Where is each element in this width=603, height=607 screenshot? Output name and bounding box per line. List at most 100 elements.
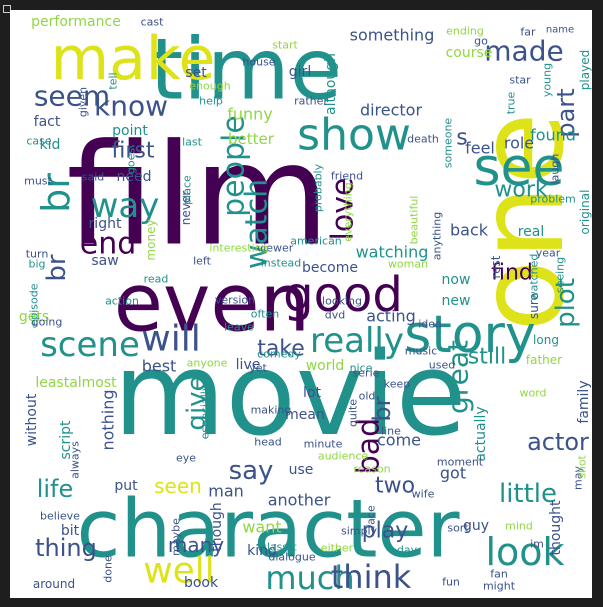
word-family: family <box>576 380 592 423</box>
word-far: far <box>520 26 536 39</box>
word-im: im <box>530 538 544 551</box>
word-wife: wife <box>412 488 435 501</box>
word-world: world <box>306 358 345 374</box>
word-better: better <box>228 130 275 148</box>
word-without: without <box>24 393 40 446</box>
word-year: year <box>536 247 561 260</box>
word-face: face <box>365 505 378 529</box>
word-even: even <box>114 257 310 350</box>
word-work: work <box>494 178 547 203</box>
word-find: find <box>491 261 533 286</box>
word-watch: watch <box>240 179 275 269</box>
word-set: set <box>185 65 207 81</box>
word-enough: enough <box>189 80 230 93</box>
word-done: done <box>102 555 115 583</box>
word-ending: ending <box>446 25 484 38</box>
word-br: br <box>34 173 78 213</box>
word-make: make <box>51 24 216 94</box>
word-really: really <box>310 321 404 361</box>
word-problem: problem <box>530 193 576 206</box>
word-story: story <box>404 305 535 365</box>
word-audience: audience <box>318 450 369 463</box>
word-instead: instead <box>261 257 302 270</box>
word-fan: fan <box>490 568 508 581</box>
word-friend: friend <box>331 170 363 183</box>
word-mind: mind <box>505 520 533 533</box>
word-bit: bit <box>61 523 80 539</box>
word-place: place <box>181 175 194 205</box>
word-become: become <box>302 260 358 276</box>
word-cloud: movie film one character time make even story se… <box>10 10 592 598</box>
word-use: use <box>289 462 314 478</box>
word-american: american <box>290 235 342 248</box>
word-music: music <box>405 345 438 358</box>
word-serie: serie <box>353 367 380 380</box>
word-live: live <box>236 357 261 373</box>
word-sure: sure <box>527 293 541 319</box>
word-character: character <box>76 483 459 576</box>
word-house: house <box>242 56 275 69</box>
word-love: love <box>326 178 361 241</box>
word-fun: fun <box>442 576 460 589</box>
word-old: old <box>359 390 376 403</box>
word-death: death <box>407 133 439 146</box>
word-star: star <box>509 74 531 87</box>
word-see: see <box>473 138 564 198</box>
word-someone: someone <box>442 118 455 169</box>
word-keep: keep <box>384 378 411 391</box>
word-first: first <box>112 139 155 164</box>
word-watching: watching <box>356 243 429 262</box>
word-put: put <box>114 478 138 494</box>
word-guy: guy <box>463 518 489 534</box>
word-seem: seem <box>34 80 110 113</box>
window-icon <box>3 5 11 13</box>
word-know: know <box>94 90 168 123</box>
word-name: name <box>546 25 574 36</box>
word-maybe: maybe <box>170 518 183 556</box>
word-saw: saw <box>91 253 118 269</box>
word-used: used <box>429 359 455 372</box>
word-viewer: viewer <box>257 242 294 255</box>
word-funny: funny <box>227 105 273 124</box>
word-quite: quite <box>347 399 360 427</box>
word-cast: cast <box>141 16 165 29</box>
word-especially: especially <box>199 384 212 439</box>
word-much: much <box>265 559 354 597</box>
word-minute: minute <box>304 438 343 451</box>
word-young: young <box>541 63 554 97</box>
word-found: found <box>530 126 576 145</box>
word-give: give <box>182 375 212 430</box>
word-anything: anything <box>431 212 444 261</box>
word-turn: turn <box>26 248 49 261</box>
word-looking: looking <box>322 295 362 308</box>
word-comedy: comedy <box>257 348 301 361</box>
word-moment: moment <box>437 456 484 469</box>
word-people: people <box>217 115 252 217</box>
word-tell: tell <box>107 72 120 89</box>
word-big: big <box>28 258 45 271</box>
word-end: end <box>80 227 137 262</box>
word-script: script <box>58 420 74 460</box>
word-played: played <box>578 50 592 90</box>
word-help: help <box>199 95 223 108</box>
word-classic: classic <box>261 541 297 554</box>
word-though: though <box>209 502 225 552</box>
word-br: br <box>368 396 396 421</box>
word-given: given <box>77 87 90 117</box>
word-probably: probably <box>312 163 325 212</box>
word-sort: sort <box>447 522 469 535</box>
word-original: original <box>578 190 592 235</box>
word-might: might <box>483 580 516 593</box>
word-everything: everything <box>342 182 355 241</box>
word-thing: thing <box>35 534 97 562</box>
word-although: although <box>323 53 339 115</box>
word-actually: actually <box>473 406 489 461</box>
word-mean: mean <box>285 407 325 423</box>
word-gets: gets <box>19 309 49 325</box>
word-part: part <box>552 88 580 137</box>
word-show: show <box>297 110 411 161</box>
word-leastalmost: leastalmost <box>35 375 117 391</box>
word-now: now <box>442 272 471 288</box>
word-s: s <box>456 126 467 151</box>
